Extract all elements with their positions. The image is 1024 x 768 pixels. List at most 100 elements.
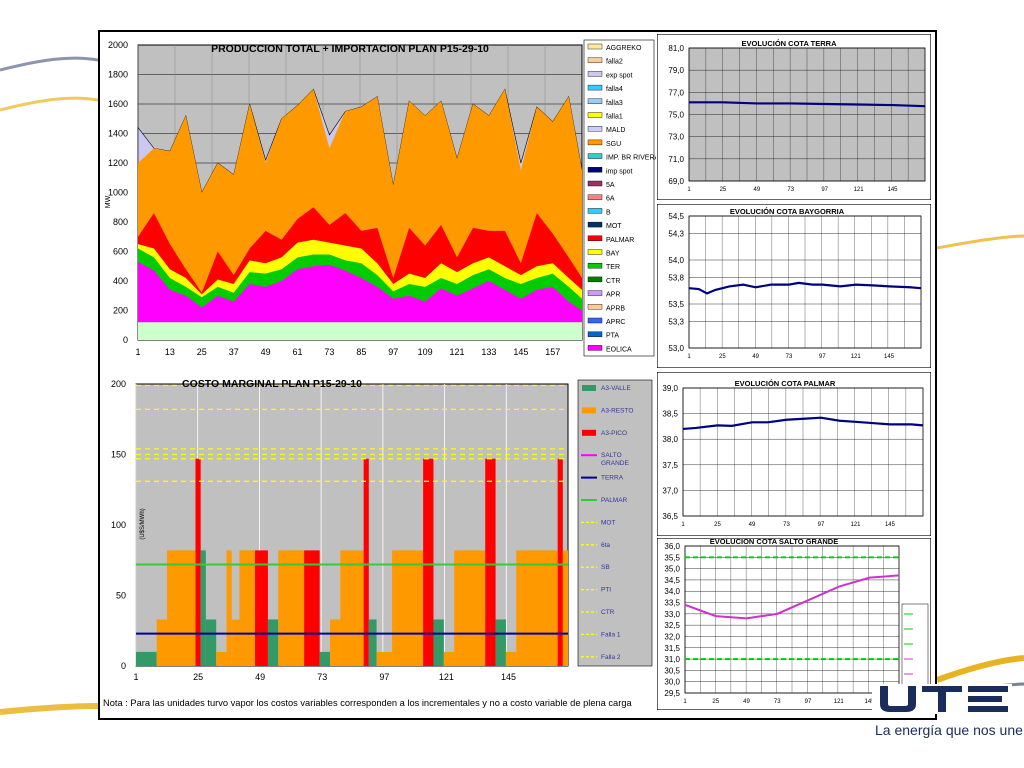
costo-marginal-chart: 0 50 100 150 200 1 25 49 73 97 121 145 COSTO MARGINA… <box>100 366 656 696</box>
legend-swatch <box>587 290 603 296</box>
y-tick-label: 31,0 <box>664 655 680 664</box>
legend-label: MALD <box>606 127 625 134</box>
legend-swatch <box>587 304 603 310</box>
cota-terra-chart: 69,0 71,0 73,0 75,0 77,0 79,0 81,0 1 25 49 73 97 121… <box>657 34 931 200</box>
produccion-chart: 0 200 400 600 800 1000 1200 1400 1600 1800 2000 1 13… <box>100 32 656 364</box>
y-tick-label: 35,5 <box>664 553 680 562</box>
legend-label: APRB <box>606 305 625 312</box>
y-tick-label: 73,0 <box>668 133 684 142</box>
legend-swatch <box>587 84 603 91</box>
legend-label: TER <box>606 264 620 271</box>
x-tick-label: 85 <box>356 347 366 357</box>
y-axis-label: MW <box>105 195 112 208</box>
legend-label: 6A <box>606 196 615 203</box>
legend-swatch <box>587 98 603 105</box>
x-tick-label: 25 <box>193 672 203 682</box>
cost-bar <box>239 550 255 666</box>
cost-bar <box>443 651 455 666</box>
legend-label: falla3 <box>606 100 623 107</box>
area-eolica <box>138 261 582 340</box>
chart-title: PRODUCCION TOTAL + IMPORTACION PLAN P15-… <box>211 43 489 55</box>
x-tick-label: 13 <box>165 347 175 357</box>
legend-label: A3-PICO <box>601 430 627 437</box>
legend-swatch <box>587 331 603 337</box>
x-tick-label: 61 <box>293 347 303 357</box>
y-tick-label: 53,8 <box>668 274 684 283</box>
legend-label: AGGREKO <box>606 45 642 52</box>
y-tick-label: 1600 <box>108 99 128 109</box>
brand-slogan: La energía que nos une <box>875 722 1023 738</box>
legend-box <box>577 379 653 667</box>
x-tick-label: 37 <box>229 347 239 357</box>
y-tick-label: 53,5 <box>668 300 684 309</box>
legend-swatch <box>587 43 603 50</box>
y-tick-label: 0 <box>123 335 128 345</box>
cost-bar <box>433 619 444 666</box>
y-tick-label: 69,0 <box>668 177 684 186</box>
x-tick-label: 49 <box>752 354 759 360</box>
cost-bar <box>195 458 201 666</box>
y-tick-label: 400 <box>113 276 128 286</box>
legend-swatch <box>582 429 596 436</box>
legend-swatch <box>587 235 603 242</box>
x-tick-label: 25 <box>719 354 726 360</box>
x-tick-label: 1 <box>687 187 691 193</box>
x-tick-label: 97 <box>388 347 398 357</box>
legend-label: PALMAR <box>601 497 628 504</box>
legend-swatch <box>587 345 603 351</box>
cota-palmar-chart: 36,5 37,0 37,5 38,0 38,5 39,0 1 25 49 73 97 121 145 E… <box>657 372 931 536</box>
cost-bar <box>216 651 227 666</box>
y-tick-label: 32,5 <box>664 621 680 630</box>
legend-label: IMP. BR RIVERA <box>606 155 656 162</box>
x-tick-label: 49 <box>261 347 271 357</box>
y-tick-label: 77,0 <box>668 88 684 97</box>
y-tick-label: 38,5 <box>662 410 678 419</box>
y-tick-label: 81,0 <box>668 44 684 53</box>
legend-label: SALTO <box>601 452 622 459</box>
x-tick-label: 97 <box>379 672 389 682</box>
cost-bar <box>423 458 434 666</box>
legend-swatch <box>582 385 596 391</box>
legend-swatch <box>587 194 603 200</box>
cost-bar <box>231 619 240 666</box>
cost-bar <box>376 651 393 666</box>
cost-bar <box>254 550 268 666</box>
cota-line <box>689 101 926 108</box>
legend-label: TERRA <box>601 475 624 482</box>
x-tick-label: 97 <box>821 187 828 193</box>
cost-bar <box>304 550 320 666</box>
x-tick-label: 145 <box>887 187 898 193</box>
x-tick-label: 145 <box>884 354 895 360</box>
y-tick-label: 54,0 <box>668 256 684 265</box>
legend-label: EOLICA <box>606 346 632 353</box>
legend-swatch <box>582 407 596 414</box>
legend-label: PTI <box>601 587 611 594</box>
legend-swatch <box>587 317 603 324</box>
chart-title: EVOLUCIÓN COTA PALMAR <box>735 379 836 388</box>
x-tick-label: 121 <box>850 522 861 528</box>
legend-label: Falla 1 <box>601 631 621 638</box>
y-tick-label: 150 <box>111 450 126 460</box>
y-tick-label: 32,0 <box>664 632 680 641</box>
cost-bar <box>167 550 196 666</box>
x-tick-label: 73 <box>324 347 334 357</box>
x-tick-label: 121 <box>439 672 454 682</box>
cost-bar <box>278 550 305 666</box>
y-tick-label: 71,0 <box>668 155 684 164</box>
legend-label: 5A <box>606 182 615 189</box>
y-tick-label: 600 <box>113 247 128 257</box>
legend-label: GRANDE <box>601 460 629 467</box>
y-tick-label: 33,0 <box>664 610 680 619</box>
cost-bar <box>516 550 558 666</box>
legend-label: imp spot <box>606 168 633 175</box>
legend-label: exp spot <box>606 72 633 79</box>
cost-bar <box>368 619 377 666</box>
legend-swatch <box>587 153 603 159</box>
x-tick-label: 145 <box>513 347 528 357</box>
x-tick-label: 97 <box>819 354 826 360</box>
y-tick-label: 54,3 <box>668 230 684 239</box>
x-tick-label: 133 <box>481 347 496 357</box>
legend-swatch <box>587 139 603 146</box>
y-tick-label: 2000 <box>108 40 128 50</box>
legend-label: A3-RESTO <box>601 407 633 414</box>
